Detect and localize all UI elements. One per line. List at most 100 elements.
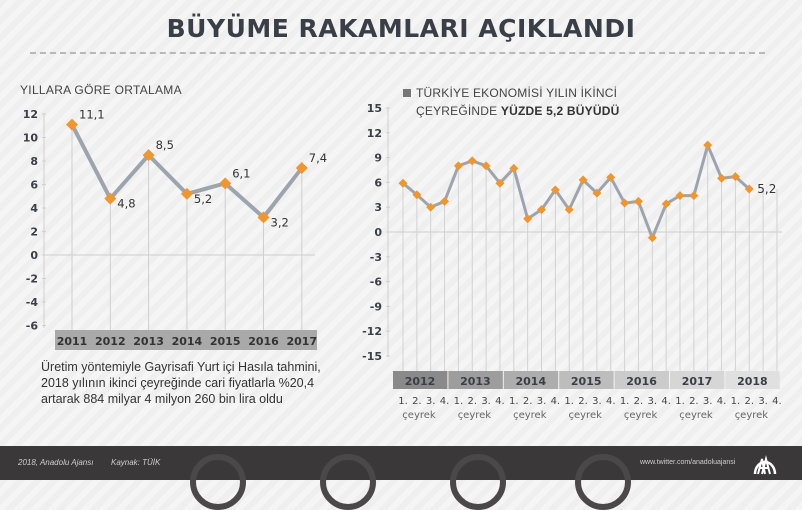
watermark-ring	[575, 454, 631, 510]
quarter-axis-label: çeyrek	[679, 410, 713, 421]
left-chart-title: YILLARA GÖRE ORTALAMA	[20, 83, 182, 97]
quarter-axis-label: çeyrek	[568, 410, 602, 421]
data-marker	[620, 198, 630, 208]
quarter-tick: 1.	[675, 396, 685, 407]
quarter-tick: 4.	[661, 396, 671, 407]
quarter-tick: 2.	[467, 396, 477, 407]
watermark-ring	[450, 454, 506, 510]
quarter-tick: 3.	[537, 396, 547, 407]
data-marker	[564, 205, 574, 215]
data-label: 8,5	[156, 138, 174, 152]
legend-line2: ÇEYREĞİNDE	[416, 104, 501, 118]
y-tick-label: 12	[23, 108, 38, 121]
y-tick-label: 10	[23, 132, 39, 145]
y-tick-label: -6	[26, 320, 39, 333]
year-band-segment	[670, 371, 725, 389]
quarter-axis-label: çeyrek	[402, 410, 436, 421]
data-label: 4,8	[117, 197, 135, 211]
y-tick-label: 6	[374, 176, 382, 189]
watermark-ring	[320, 454, 376, 510]
quarter-tick: 3.	[758, 396, 768, 407]
quarter-tick: 2.	[689, 396, 699, 407]
data-marker	[219, 177, 232, 190]
year-label: 2014	[515, 375, 546, 388]
quarter-tick: 2.	[744, 396, 754, 407]
legend-line1: TÜRKİYE EKONOMİSİ YILIN İKİNCİ	[416, 86, 618, 100]
data-marker	[523, 214, 533, 224]
quarter-tick: 4.	[495, 396, 505, 407]
year-band-segment	[393, 371, 448, 389]
y-tick-label: 3	[374, 201, 382, 214]
quarter-tick: 3.	[648, 396, 658, 407]
year-label: 2012	[405, 375, 436, 388]
quarter-tick: 3.	[481, 396, 491, 407]
watermark-ring	[190, 454, 246, 510]
year-band	[55, 330, 317, 350]
data-marker	[744, 184, 754, 194]
data-marker	[703, 140, 713, 150]
x-tick-label: 2014	[172, 335, 203, 348]
quarter-axis-label: çeyrek	[624, 410, 658, 421]
right-chart-legend: TÜRKİYE EKONOMİSİ YILIN İKİNCİ ÇEYREĞİND…	[403, 84, 619, 120]
quarter-tick: 4.	[551, 396, 561, 407]
data-marker	[689, 191, 699, 201]
data-marker	[453, 161, 463, 171]
y-tick-label: -12	[362, 325, 382, 338]
data-marker	[104, 192, 117, 205]
data-marker	[142, 149, 155, 162]
title-divider	[30, 52, 765, 54]
y-tick-label: 6	[30, 179, 38, 192]
year-label: 2015	[571, 375, 602, 388]
data-marker	[481, 161, 491, 171]
y-tick-label: -6	[370, 276, 383, 289]
data-marker	[578, 175, 588, 185]
y-tick-label: 12	[367, 127, 382, 140]
aa-logo-icon	[753, 455, 777, 475]
legend-highlight: YÜZDE 5,2 BÜYÜDÜ	[500, 104, 620, 118]
quarter-axis-label: çeyrek	[458, 410, 492, 421]
x-tick-label: 2016	[248, 335, 279, 348]
source-text: Kaynak: TÜİK	[111, 458, 161, 467]
year-band-segment	[448, 371, 503, 389]
y-tick-label: 0	[374, 226, 382, 239]
year-label: 2017	[682, 375, 713, 388]
quarter-tick: 4.	[772, 396, 782, 407]
y-tick-label: 15	[367, 102, 382, 115]
year-label: 2016	[626, 375, 657, 388]
quarter-tick: 2.	[634, 396, 644, 407]
quarter-tick: 1.	[620, 396, 630, 407]
x-tick-label: 2013	[133, 335, 164, 348]
data-marker	[426, 202, 436, 212]
data-marker	[633, 196, 643, 206]
y-tick-label: 4	[30, 202, 38, 215]
year-band-segment	[614, 371, 669, 389]
y-tick-label: -15	[362, 350, 382, 363]
data-label: 5,2	[194, 192, 212, 206]
x-tick-label: 2017	[286, 335, 317, 348]
quarter-tick: 1.	[454, 396, 464, 407]
data-marker	[537, 205, 546, 215]
copyright-text: 2018, Anadolu Ajansı	[18, 458, 94, 467]
quarter-axis-label: çeyrek	[735, 410, 769, 421]
year-band-segment	[503, 371, 559, 389]
gdp-description: Üretim yöntemiyle Gayrisafi Yurt içi Has…	[41, 360, 321, 406]
y-tick-label: 9	[374, 152, 382, 165]
charts-canvas: 12 10 8 6 4 2 0 -2 -4 -6 2011 2012 2013 2014 2015 2016 2…	[23, 102, 782, 421]
data-marker	[295, 162, 308, 175]
y-tick-label: -3	[370, 251, 382, 264]
quarter-tick: 2.	[412, 396, 422, 407]
footer: 2018, Anadolu Ajansı Kaynak: TÜİK www.tw…	[0, 446, 802, 510]
quarter-tick: 2.	[523, 396, 533, 407]
data-marker	[66, 118, 78, 131]
data-marker	[440, 196, 450, 206]
quarter-tick: 3.	[592, 396, 602, 407]
data-marker	[257, 211, 270, 224]
year-label: 2013	[460, 375, 491, 388]
quarter-tick: 2.	[578, 396, 588, 407]
quarter-tick: 1.	[731, 396, 741, 407]
twitter-link[interactable]: www.twitter.com/anadoluajansi	[640, 459, 736, 466]
data-marker	[180, 187, 193, 200]
quarter-tick: 1.	[509, 396, 519, 407]
y-tick-label: 0	[30, 249, 38, 262]
quarter-tick: 4.	[717, 396, 727, 407]
